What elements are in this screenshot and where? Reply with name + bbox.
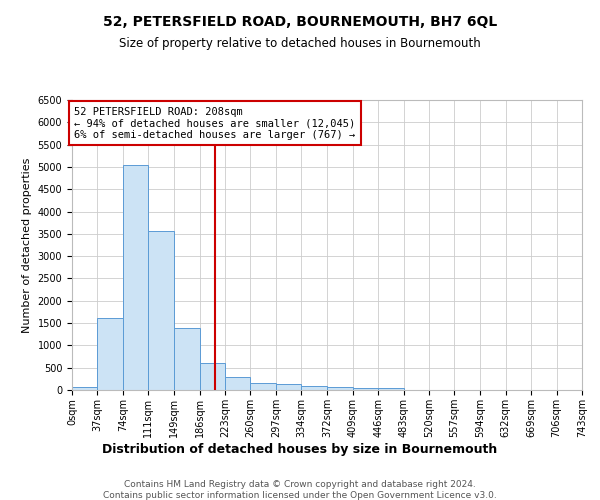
Bar [97, 318, 123, 390]
Bar [148, 230, 174, 390]
Text: Contains HM Land Registry data © Crown copyright and database right 2024.: Contains HM Land Registry data © Crown c… [124, 480, 476, 489]
Bar [250, 383, 276, 390]
Bar [174, 328, 200, 390]
Bar [276, 384, 301, 390]
Bar [200, 363, 225, 390]
Text: 52 PETERSFIELD ROAD: 208sqm
← 94% of detached houses are smaller (12,045)
6% of : 52 PETERSFIELD ROAD: 208sqm ← 94% of det… [74, 106, 355, 140]
Bar [328, 388, 353, 390]
Bar [378, 388, 404, 390]
Bar [301, 386, 328, 390]
Text: Distribution of detached houses by size in Bournemouth: Distribution of detached houses by size … [103, 442, 497, 456]
Y-axis label: Number of detached properties: Number of detached properties [22, 158, 32, 332]
Bar [225, 376, 250, 390]
Text: Contains public sector information licensed under the Open Government Licence v3: Contains public sector information licen… [103, 491, 497, 500]
Bar [123, 164, 148, 390]
Bar [72, 386, 97, 390]
Text: 52, PETERSFIELD ROAD, BOURNEMOUTH, BH7 6QL: 52, PETERSFIELD ROAD, BOURNEMOUTH, BH7 6… [103, 15, 497, 29]
Bar [353, 388, 378, 390]
Text: Size of property relative to detached houses in Bournemouth: Size of property relative to detached ho… [119, 38, 481, 51]
